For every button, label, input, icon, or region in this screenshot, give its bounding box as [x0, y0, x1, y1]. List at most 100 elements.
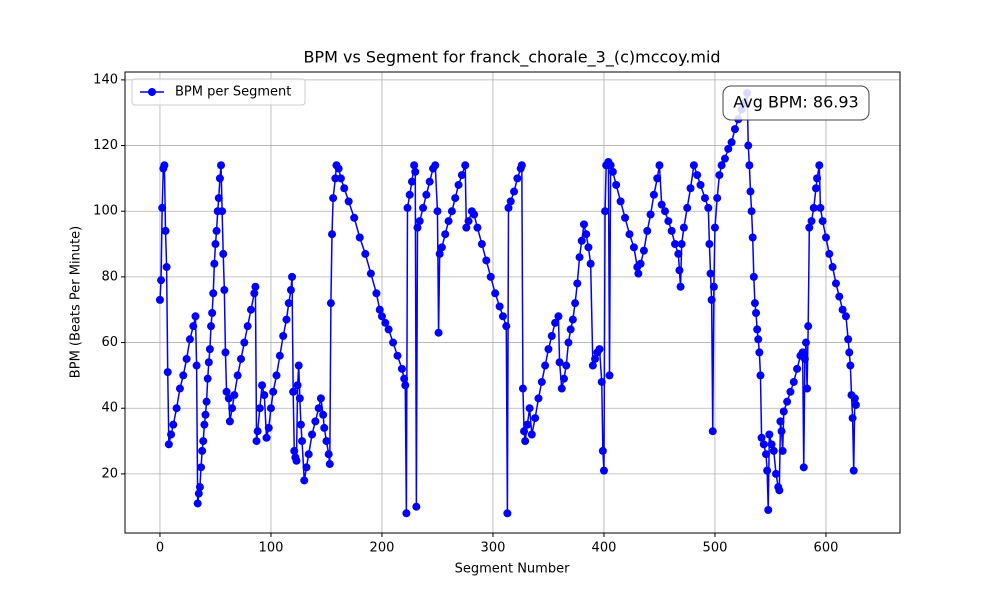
data-point [246, 305, 255, 314]
data-point [634, 269, 643, 278]
data-point [233, 371, 242, 380]
data-point [757, 433, 766, 442]
data-point [157, 276, 166, 285]
data-point [289, 387, 298, 396]
y-tick-label: 100 [93, 204, 118, 219]
data-point [671, 240, 680, 249]
data-point [776, 417, 785, 426]
data-point [798, 348, 807, 357]
data-point [284, 299, 293, 308]
data-point [541, 361, 550, 370]
data-point [579, 220, 588, 229]
data-point [756, 371, 765, 380]
data-point [689, 161, 698, 170]
data-point [555, 358, 564, 367]
data-point [275, 351, 284, 360]
data-point [425, 177, 434, 186]
data-point [377, 312, 386, 321]
data-point [457, 171, 466, 180]
data-point [293, 381, 302, 390]
data-point [779, 407, 788, 416]
data-point [828, 263, 837, 272]
data-point [486, 272, 495, 281]
data-point [629, 243, 638, 252]
data-point [225, 417, 234, 426]
data-point [778, 446, 787, 455]
data-point [198, 446, 207, 455]
data-point [253, 427, 262, 436]
data-point [209, 289, 218, 298]
data-point [214, 194, 223, 203]
data-point [759, 440, 768, 449]
data-point [260, 391, 269, 400]
data-point [208, 309, 217, 318]
data-point [841, 312, 850, 321]
data-point [372, 289, 381, 298]
data-point [783, 397, 792, 406]
data-point [807, 217, 816, 226]
data-point [664, 217, 673, 226]
data-point [197, 463, 206, 472]
data-point [215, 174, 224, 183]
data-point [217, 161, 226, 170]
data-point [786, 387, 795, 396]
data-point [295, 394, 304, 403]
data-point [584, 243, 593, 252]
data-point [748, 233, 757, 242]
data-point [464, 217, 473, 226]
data-point [649, 190, 658, 199]
data-point [199, 437, 208, 446]
data-point [172, 404, 181, 413]
data-point [547, 331, 556, 340]
data-point [510, 187, 519, 196]
data-point [155, 295, 164, 304]
data-point [753, 325, 762, 334]
data-point [255, 404, 264, 413]
data-point [750, 299, 759, 308]
x-tick-label: 200 [370, 541, 395, 556]
data-point [163, 368, 172, 377]
data-point [657, 200, 666, 209]
data-point [700, 194, 709, 203]
data-point [811, 184, 820, 193]
data-point [557, 384, 566, 393]
data-point [803, 384, 812, 393]
x-tick-label: 500 [703, 541, 728, 556]
x-axis-label: Segment Number [455, 562, 571, 577]
data-point [302, 463, 311, 472]
data-point [724, 144, 733, 153]
data-point [818, 217, 827, 226]
data-point [573, 279, 582, 288]
data-point [568, 315, 577, 324]
data-point [612, 180, 621, 189]
data-point [210, 259, 219, 268]
data-point [838, 305, 847, 314]
data-point [320, 423, 329, 432]
data-point [203, 374, 212, 383]
data-point [502, 322, 511, 331]
data-point [749, 272, 758, 281]
data-point [747, 207, 756, 216]
data-point [419, 203, 428, 212]
data-point [636, 259, 645, 268]
data-point [772, 469, 781, 478]
data-point [849, 466, 858, 475]
data-point [752, 309, 761, 318]
data-point [344, 197, 353, 206]
data-point [314, 404, 323, 413]
data-point [677, 240, 686, 249]
chart-title: BPM vs Segment for franck_chorale_3_(c)m… [303, 48, 720, 68]
data-point [384, 325, 393, 334]
data-point [451, 194, 460, 203]
data-point [189, 322, 198, 331]
data-point [564, 338, 573, 347]
data-point [361, 249, 370, 258]
data-point [454, 180, 463, 189]
data-point [201, 410, 210, 419]
data-point [319, 410, 328, 419]
data-point [765, 430, 774, 439]
data-point [441, 230, 450, 239]
y-tick-label: 120 [93, 138, 118, 153]
data-point [518, 384, 527, 393]
data-point [308, 430, 317, 439]
